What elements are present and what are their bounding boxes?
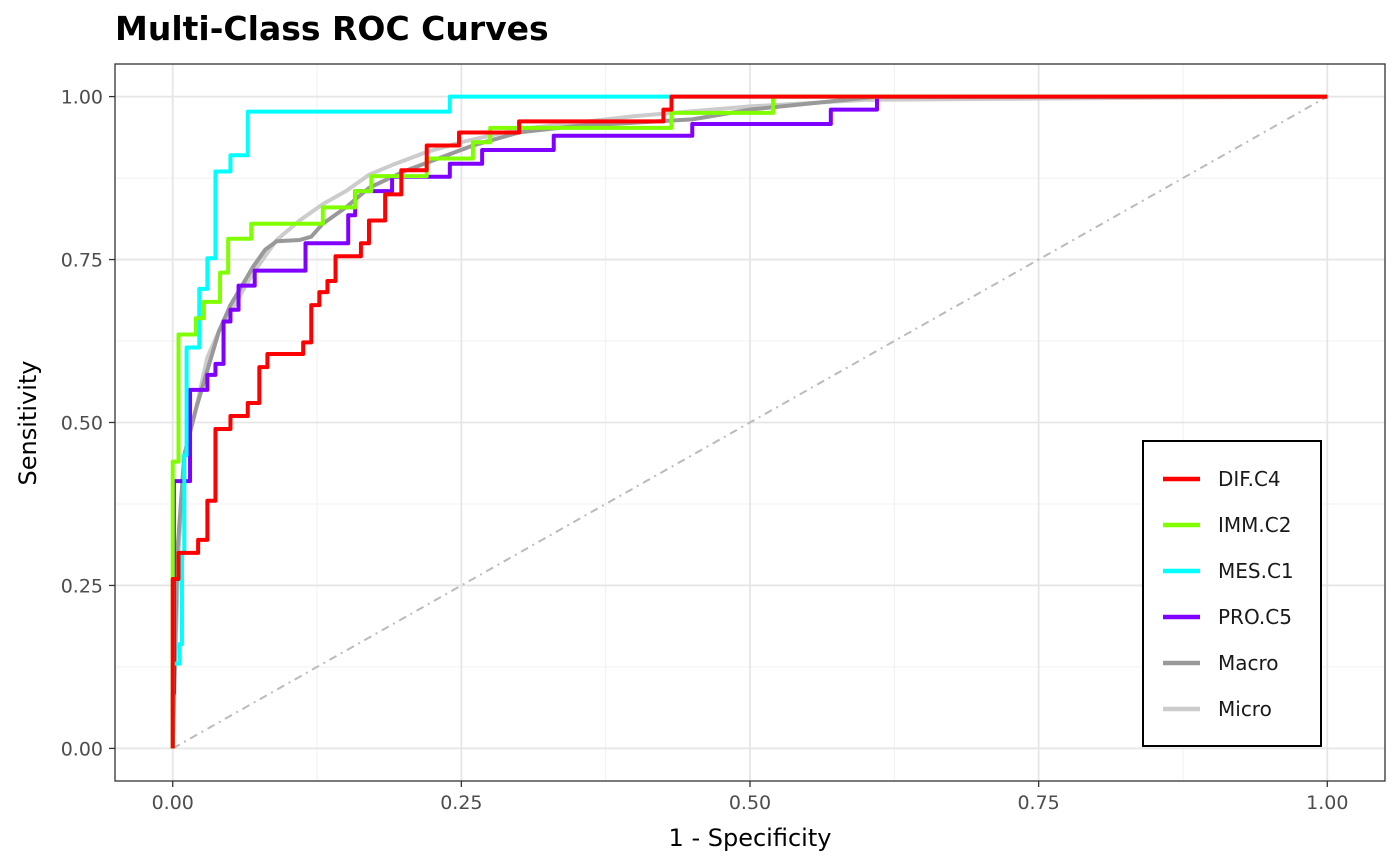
y-tick-label: 0.00 bbox=[61, 738, 103, 760]
chart-title: Multi-Class ROC Curves bbox=[115, 9, 549, 48]
legend-box bbox=[1142, 440, 1322, 747]
legend-label-mes-c1: MES.C1 bbox=[1218, 559, 1294, 583]
chance-diagonal-line bbox=[172, 95, 1328, 750]
y-axis-title: Sensitivity bbox=[14, 361, 42, 486]
y-tick-label: 0.75 bbox=[61, 250, 103, 272]
x-tick-label: 0.50 bbox=[729, 792, 771, 814]
y-tick-label: 1.00 bbox=[61, 87, 103, 109]
x-tick-label: 0.25 bbox=[440, 792, 482, 814]
x-tick-label: 0.00 bbox=[152, 792, 194, 814]
legend-label-imm-c2: IMM.C2 bbox=[1218, 513, 1291, 537]
legend-label-macro: Macro bbox=[1218, 651, 1279, 675]
series-line-mes-c1 bbox=[170, 94, 1328, 749]
legend-label-micro: Micro bbox=[1218, 697, 1272, 721]
x-tick-label: 1.00 bbox=[1306, 792, 1348, 814]
series-line-pro-c5 bbox=[170, 94, 1328, 749]
axis-layer: 0.00 0.25 0.50 0.75 1.00 0.00 0.25 0.50 0.75 1.00 bbox=[61, 87, 1349, 814]
x-tick-label: 0.75 bbox=[1017, 792, 1059, 814]
legend: DIF.C4 IMM.C2 MES.C1 PRO.C5 Macro Micro bbox=[1142, 440, 1322, 747]
x-axis-title: 1 - Specificity bbox=[669, 824, 832, 852]
legend-items: DIF.C4 IMM.C2 MES.C1 PRO.C5 Macro Micro bbox=[1163, 467, 1294, 721]
y-tick-label: 0.25 bbox=[61, 575, 103, 597]
series-line-imm-c2 bbox=[170, 94, 1328, 749]
legend-label-dif-c4: DIF.C4 bbox=[1218, 467, 1281, 491]
legend-label-pro-c5: PRO.C5 bbox=[1218, 605, 1292, 629]
reference-layer bbox=[172, 95, 1328, 750]
series-line-dif-c4 bbox=[170, 94, 1328, 749]
y-tick-label: 0.50 bbox=[61, 413, 103, 435]
series-layer bbox=[170, 94, 1328, 749]
